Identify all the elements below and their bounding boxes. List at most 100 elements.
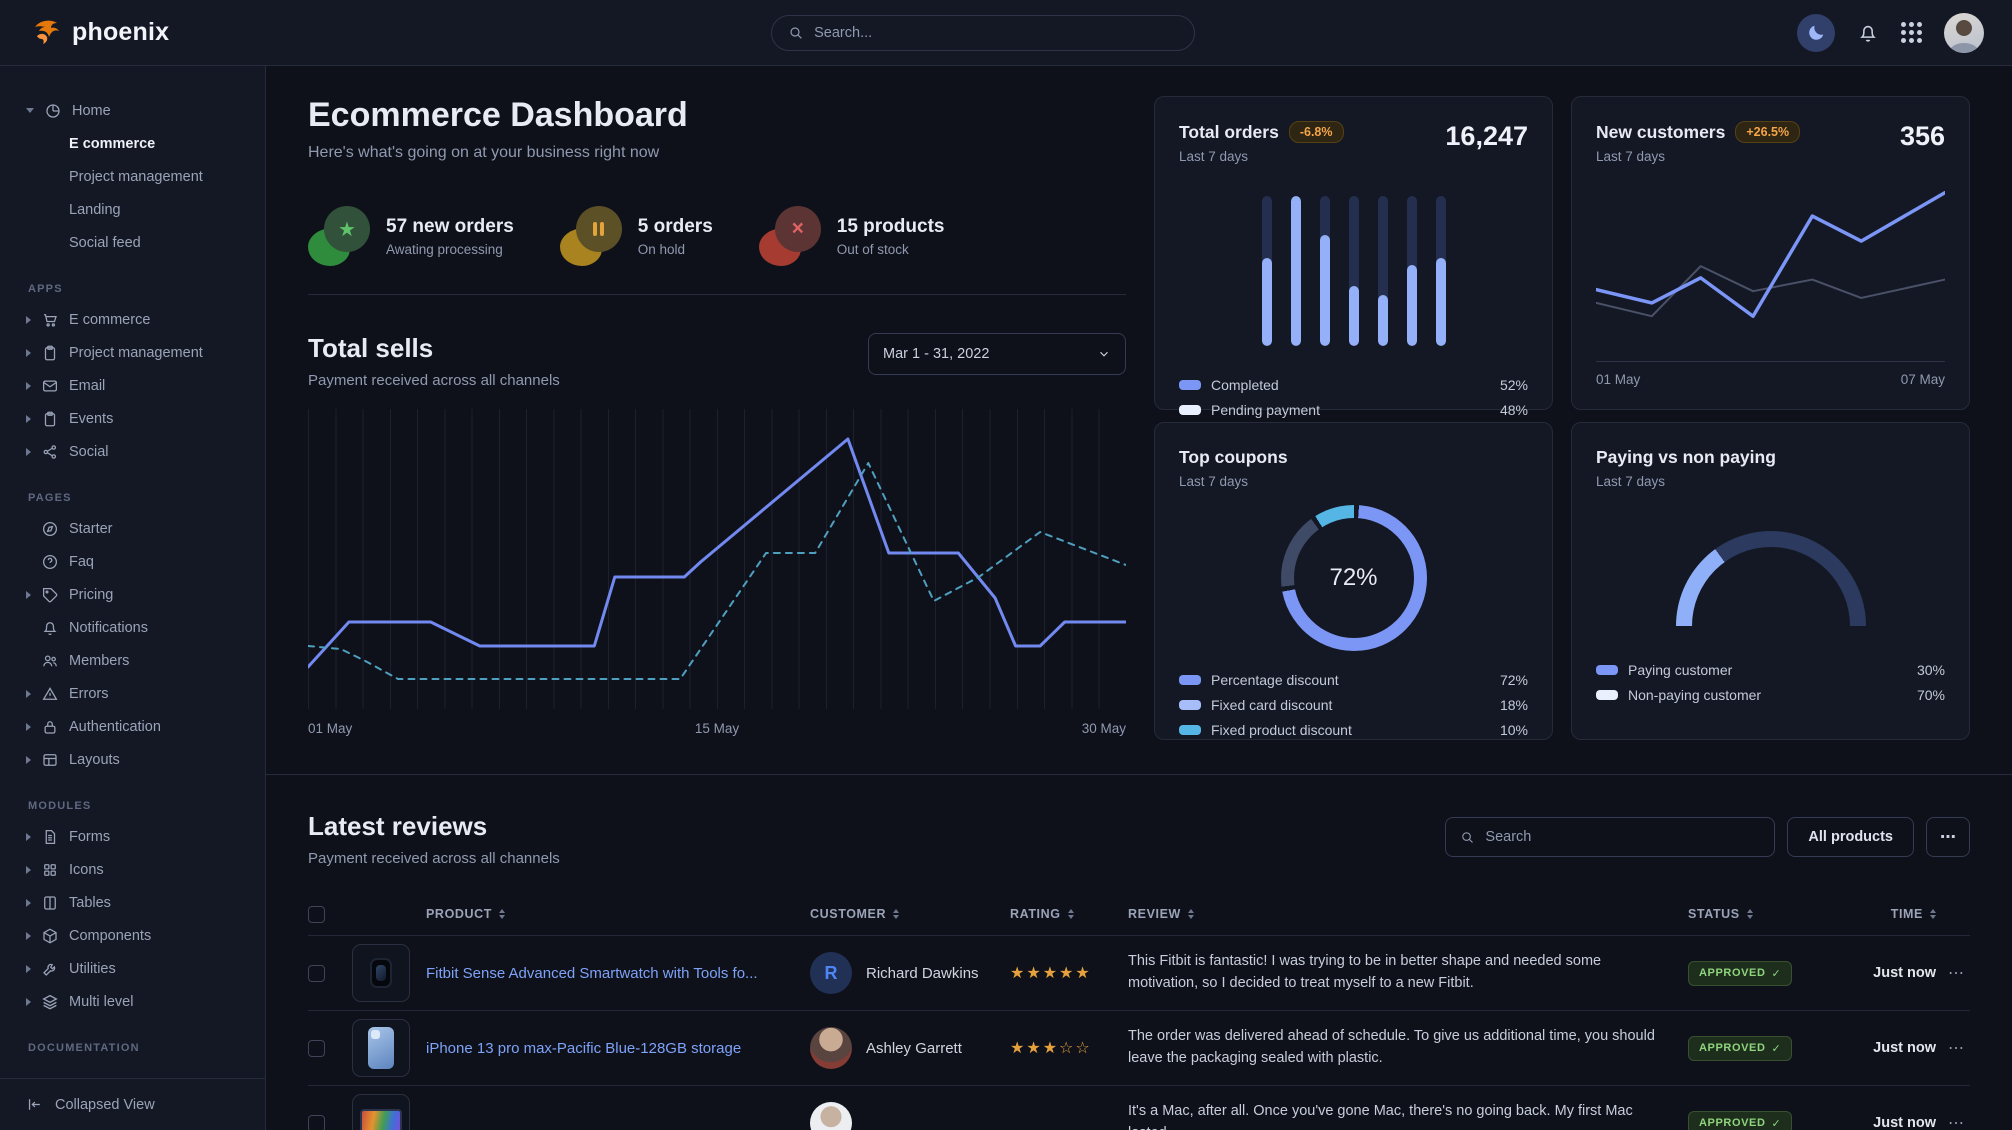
card-subtitle: Last 7 days	[1179, 474, 1249, 489]
user-avatar[interactable]	[1944, 12, 1984, 53]
sidebar-item-project-management[interactable]: Project management	[69, 168, 203, 185]
date-range-select[interactable]: Mar 1 - 31, 2022	[868, 333, 1126, 375]
reviews-search-input[interactable]	[1485, 829, 1761, 845]
sidebar-item-project-management-app[interactable]: Project management	[26, 336, 253, 369]
row-actions-button[interactable]: ⋯	[1936, 1038, 1976, 1058]
sidebar-item-label: Events	[69, 410, 114, 427]
column-header-customer[interactable]: CUSTOMER	[810, 906, 1010, 922]
sidebar-item-label: Members	[69, 652, 130, 669]
file-text-icon	[41, 828, 59, 846]
product-thumbnail[interactable]	[352, 944, 410, 1002]
sidebar-item-errors[interactable]: Errors	[26, 677, 253, 710]
collapsed-view-toggle[interactable]: Collapsed View	[0, 1078, 265, 1130]
column-header-rating[interactable]: RATING	[1010, 906, 1128, 922]
sidebar-item-label: Multi level	[69, 993, 134, 1010]
sidebar-item-tables[interactable]: Tables	[26, 886, 253, 919]
calendar-icon	[41, 410, 59, 428]
sidebar-item-events[interactable]: Events	[26, 402, 253, 435]
brand-logo[interactable]: phoenix	[28, 18, 169, 48]
sidebar-item-social[interactable]: Social	[26, 435, 253, 468]
theme-toggle-button[interactable]	[1797, 13, 1835, 52]
sidebar-item-utilities[interactable]: Utilities	[26, 952, 253, 985]
sidebar-item-label: Faq	[69, 553, 94, 570]
stat-label: On hold	[637, 241, 686, 257]
apps-menu-button[interactable]	[1901, 22, 1922, 43]
sort-icon	[499, 906, 505, 922]
sidebar-item-multi-level[interactable]: Multi level	[26, 985, 253, 1018]
all-products-button[interactable]: All products	[1787, 817, 1914, 857]
cart-icon	[41, 311, 59, 329]
notifications-button[interactable]	[1857, 22, 1879, 44]
sidebar-item-pricing[interactable]: Pricing	[26, 578, 253, 611]
total-sells-title: Total sells	[308, 333, 434, 363]
share-icon	[41, 443, 59, 461]
sidebar-item-notifications[interactable]: Notifications	[26, 611, 253, 644]
check-icon: ✓	[1771, 1042, 1782, 1055]
customer-name: Ashley Garrett	[866, 1039, 962, 1057]
total-orders-card: Total orders -6.8% Last 7 days 16,247	[1154, 96, 1553, 418]
sidebar-item-layouts[interactable]: Layouts	[26, 743, 253, 776]
customer-avatar[interactable]	[810, 1102, 852, 1130]
row-checkbox[interactable]	[308, 964, 325, 982]
customer-avatar[interactable]	[810, 1027, 852, 1069]
sidebar-item-label: Utilities	[69, 960, 116, 977]
sidebar-item-label: Starter	[69, 520, 113, 537]
chevron-right-icon	[26, 832, 31, 841]
sidebar-item-faq[interactable]: Faq	[26, 545, 253, 578]
date-range-value: Mar 1 - 31, 2022	[883, 346, 990, 362]
column-header-time[interactable]: TIME	[1838, 906, 1936, 922]
sidebar-item-ecommerce-app[interactable]: E commerce	[26, 303, 253, 336]
legend-swatch	[1179, 379, 1201, 390]
sidebar-item-label: Errors	[69, 685, 109, 702]
tag-icon	[41, 586, 59, 604]
sidebar-group-home[interactable]: Home	[26, 94, 253, 127]
product-link[interactable]: iPhone 13 pro max-Pacific Blue-128GB sto…	[426, 1039, 742, 1057]
sidebar-item-social-feed[interactable]: Social feed	[69, 234, 141, 251]
product-link[interactable]: Fitbit Sense Advanced Smartwatch with To…	[426, 964, 758, 982]
coupons-donut-chart: 72%	[1280, 505, 1427, 651]
customer-avatar[interactable]: R	[810, 952, 852, 994]
divider	[308, 294, 1126, 295]
row-actions-button[interactable]: ⋯	[1936, 963, 1976, 983]
card-value: 16,247	[1445, 121, 1528, 151]
stat-label: Awating processing	[386, 241, 503, 257]
sidebar-item-ecommerce[interactable]: E commerce	[69, 135, 156, 152]
column-header-status[interactable]: STATUS	[1688, 906, 1838, 922]
sidebar-item-starter[interactable]: Starter	[26, 512, 253, 545]
global-search-input[interactable]	[814, 24, 1179, 41]
card-subtitle: Last 7 days	[1596, 149, 1666, 164]
close-icon: ×	[758, 206, 823, 266]
sidebar-item-authentication[interactable]: Authentication	[26, 710, 253, 743]
rating-stars: ★★★☆☆	[1010, 1040, 1092, 1057]
reviews-more-button[interactable]: ⋯	[1926, 817, 1970, 857]
sidebar-item-email[interactable]: Email	[26, 369, 253, 402]
sidebar-item-components[interactable]: Components	[26, 919, 253, 952]
chevron-right-icon	[26, 315, 31, 324]
row-actions-button[interactable]: ⋯	[1936, 1113, 1976, 1130]
sidebar-item-label: Pricing	[69, 586, 114, 603]
sidebar-item-landing[interactable]: Landing	[69, 201, 121, 218]
column-header-review[interactable]: REVIEW	[1128, 906, 1688, 922]
review-text: It's a Mac, after all. Once you've gone …	[1128, 1103, 1633, 1130]
legend-swatch	[1179, 724, 1201, 735]
sidebar-item-icons[interactable]: Icons	[26, 853, 253, 886]
sidebar-item-forms[interactable]: Forms	[26, 820, 253, 853]
total-sells-chart	[308, 409, 1126, 709]
sort-icon	[1930, 906, 1936, 922]
select-all-checkbox[interactable]	[308, 905, 325, 923]
legend-swatch	[1179, 404, 1201, 415]
sidebar-item-label: Components	[69, 927, 152, 944]
new-customers-x-axis: 01 May 07 May	[1596, 372, 1945, 387]
main-content: Ecommerce Dashboard Here's what's going …	[266, 66, 2012, 1130]
product-thumbnail[interactable]	[352, 1094, 410, 1130]
row-checkbox[interactable]	[308, 1039, 325, 1057]
sidebar-item-members[interactable]: Members	[26, 644, 253, 677]
product-thumbnail[interactable]	[352, 1019, 410, 1077]
sort-icon	[1068, 906, 1074, 922]
sidebar-item-label: Home	[72, 102, 111, 119]
row-checkbox[interactable]	[308, 1114, 325, 1130]
legend-swatch	[1179, 699, 1201, 710]
column-header-product[interactable]: PRODUCT	[352, 906, 810, 922]
card-title: New customers	[1596, 121, 1726, 142]
status-badge: APPROVED ✓	[1688, 1110, 1793, 1130]
